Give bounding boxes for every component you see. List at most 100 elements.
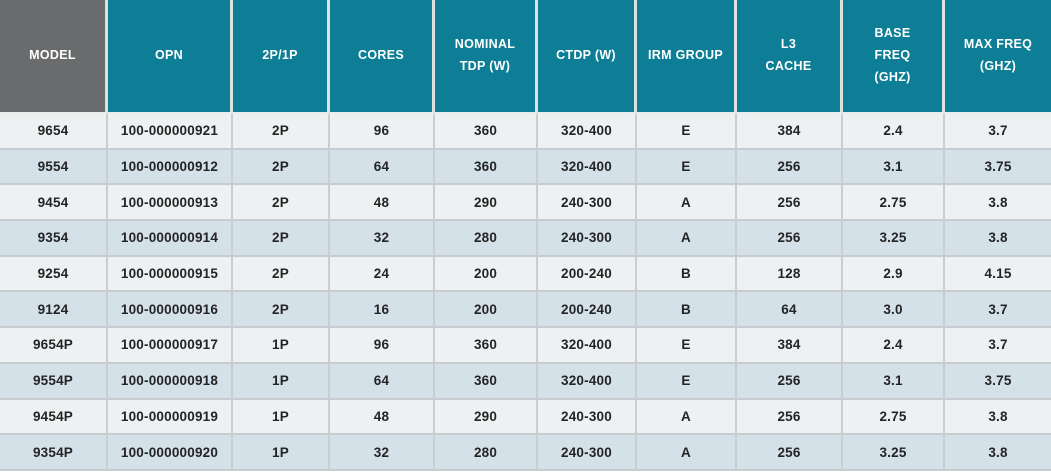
cell-cores: 64 bbox=[330, 149, 435, 186]
cell-model: 9654P bbox=[0, 328, 108, 364]
cell-model: 9354P bbox=[0, 435, 108, 471]
cell-model: 9354 bbox=[0, 221, 108, 257]
cell-opn: 100-000000913 bbox=[108, 185, 233, 222]
table-row: 9554 100-000000912 2P 64 360 320-400 E 256 3.1 3.… bbox=[0, 149, 1051, 186]
cell-cores: 96 bbox=[330, 114, 435, 150]
cell-max_freq: 3.75 bbox=[945, 363, 1051, 400]
cell-ctdp: 320-400 bbox=[538, 149, 637, 186]
table-row: 9354 100-000000914 2P 32 280 240-300 A 256 3.25 3… bbox=[0, 221, 1051, 257]
cell-model: 9654 bbox=[0, 114, 108, 150]
table-row: 9124 100-000000916 2P 16 200 200-240 B 64 3.0 3.7 bbox=[0, 292, 1051, 329]
column-header-nominal_tdp: NOMINAL TDP (W) bbox=[435, 0, 538, 114]
cell-ctdp: 320-400 bbox=[538, 363, 637, 400]
cell-model: 9454P bbox=[0, 399, 108, 436]
cell-opn: 100-000000920 bbox=[108, 435, 233, 471]
cell-base_freq: 3.1 bbox=[843, 149, 945, 186]
cell-irm_group: E bbox=[637, 114, 737, 150]
cell-model: 9454 bbox=[0, 185, 108, 222]
cell-max_freq: 3.7 bbox=[945, 114, 1051, 150]
cell-ctdp: 200-240 bbox=[538, 256, 637, 293]
cell-irm_group: A bbox=[637, 221, 737, 257]
cell-opn: 100-000000917 bbox=[108, 328, 233, 364]
column-header-ctdp: CTDP (W) bbox=[538, 0, 637, 114]
cell-ctdp: 320-400 bbox=[538, 114, 637, 150]
cell-nominal_tdp: 280 bbox=[435, 435, 538, 471]
cell-nominal_tdp: 360 bbox=[435, 328, 538, 364]
column-header-base_freq: BASE FREQ (GHZ) bbox=[843, 0, 945, 114]
cell-irm_group: E bbox=[637, 149, 737, 186]
cell-max_freq: 3.7 bbox=[945, 328, 1051, 364]
cell-nominal_tdp: 200 bbox=[435, 256, 538, 293]
cell-l3_cache: 384 bbox=[737, 114, 843, 150]
cell-nominal_tdp: 290 bbox=[435, 399, 538, 436]
cell-irm_group: E bbox=[637, 363, 737, 400]
cell-sockets: 2P bbox=[233, 292, 330, 329]
cell-nominal_tdp: 280 bbox=[435, 221, 538, 257]
cell-base_freq: 3.25 bbox=[843, 435, 945, 471]
cell-ctdp: 320-400 bbox=[538, 328, 637, 364]
cell-irm_group: B bbox=[637, 256, 737, 293]
cell-l3_cache: 256 bbox=[737, 149, 843, 186]
cell-l3_cache: 64 bbox=[737, 292, 843, 329]
cell-opn: 100-000000914 bbox=[108, 221, 233, 257]
cell-sockets: 2P bbox=[233, 221, 330, 257]
cell-l3_cache: 256 bbox=[737, 399, 843, 436]
cell-base_freq: 3.25 bbox=[843, 221, 945, 257]
cell-cores: 32 bbox=[330, 221, 435, 257]
cell-l3_cache: 384 bbox=[737, 328, 843, 364]
column-header-cores: CORES bbox=[330, 0, 435, 114]
column-header-max_freq: MAX FREQ (GHZ) bbox=[945, 0, 1051, 114]
cell-l3_cache: 256 bbox=[737, 363, 843, 400]
cell-base_freq: 2.4 bbox=[843, 114, 945, 150]
cell-nominal_tdp: 360 bbox=[435, 149, 538, 186]
cell-base_freq: 3.0 bbox=[843, 292, 945, 329]
cell-ctdp: 240-300 bbox=[538, 185, 637, 222]
cell-max_freq: 3.8 bbox=[945, 399, 1051, 436]
cell-sockets: 1P bbox=[233, 363, 330, 400]
cell-cores: 32 bbox=[330, 435, 435, 471]
column-header-sockets: 2P/1P bbox=[233, 0, 330, 114]
table-row: 9354P 100-000000920 1P 32 280 240-300 A 256 3.25… bbox=[0, 435, 1051, 471]
column-header-model: MODEL bbox=[0, 0, 108, 114]
cell-max_freq: 3.7 bbox=[945, 292, 1051, 329]
cell-sockets: 2P bbox=[233, 256, 330, 293]
cell-max_freq: 3.8 bbox=[945, 221, 1051, 257]
cell-cores: 64 bbox=[330, 363, 435, 400]
cell-model: 9554 bbox=[0, 149, 108, 186]
cell-sockets: 1P bbox=[233, 435, 330, 471]
cell-nominal_tdp: 360 bbox=[435, 114, 538, 150]
cell-base_freq: 2.75 bbox=[843, 185, 945, 222]
table-row: 9654P 100-000000917 1P 96 360 320-400 E 384 2.4 3… bbox=[0, 328, 1051, 364]
table-row: 9454P 100-000000919 1P 48 290 240-300 A 256 2.75… bbox=[0, 399, 1051, 436]
cell-opn: 100-000000921 bbox=[108, 114, 233, 150]
cell-l3_cache: 256 bbox=[737, 221, 843, 257]
cell-model: 9124 bbox=[0, 292, 108, 329]
cell-base_freq: 2.75 bbox=[843, 399, 945, 436]
header-row: MODEL OPN 2P/1P CORES NOMINAL TDP (W) CTDP (W… bbox=[0, 0, 1051, 114]
table-row: 9554P 100-000000918 1P 64 360 320-400 E 256 3.1 3… bbox=[0, 363, 1051, 400]
column-header-l3_cache: L3 CACHE bbox=[737, 0, 843, 114]
cell-sockets: 2P bbox=[233, 114, 330, 150]
cell-cores: 16 bbox=[330, 292, 435, 329]
cell-ctdp: 240-300 bbox=[538, 221, 637, 257]
cell-irm_group: E bbox=[637, 328, 737, 364]
cell-nominal_tdp: 200 bbox=[435, 292, 538, 329]
cell-ctdp: 240-300 bbox=[538, 435, 637, 471]
cell-sockets: 2P bbox=[233, 185, 330, 222]
cell-max_freq: 3.75 bbox=[945, 149, 1051, 186]
column-header-opn: OPN bbox=[108, 0, 233, 114]
cell-base_freq: 2.4 bbox=[843, 328, 945, 364]
table-body: 9654 100-000000921 2P 96 360 320-400 E 384 2.4 3.… bbox=[0, 114, 1051, 471]
cell-model: 9254 bbox=[0, 256, 108, 293]
cell-base_freq: 2.9 bbox=[843, 256, 945, 293]
cell-ctdp: 200-240 bbox=[538, 292, 637, 329]
cell-nominal_tdp: 290 bbox=[435, 185, 538, 222]
cell-ctdp: 240-300 bbox=[538, 399, 637, 436]
cell-irm_group: B bbox=[637, 292, 737, 329]
cell-irm_group: A bbox=[637, 435, 737, 471]
table-row: 9254 100-000000915 2P 24 200 200-240 B 128 2.9 4.… bbox=[0, 256, 1051, 293]
cell-opn: 100-000000919 bbox=[108, 399, 233, 436]
cell-opn: 100-000000916 bbox=[108, 292, 233, 329]
